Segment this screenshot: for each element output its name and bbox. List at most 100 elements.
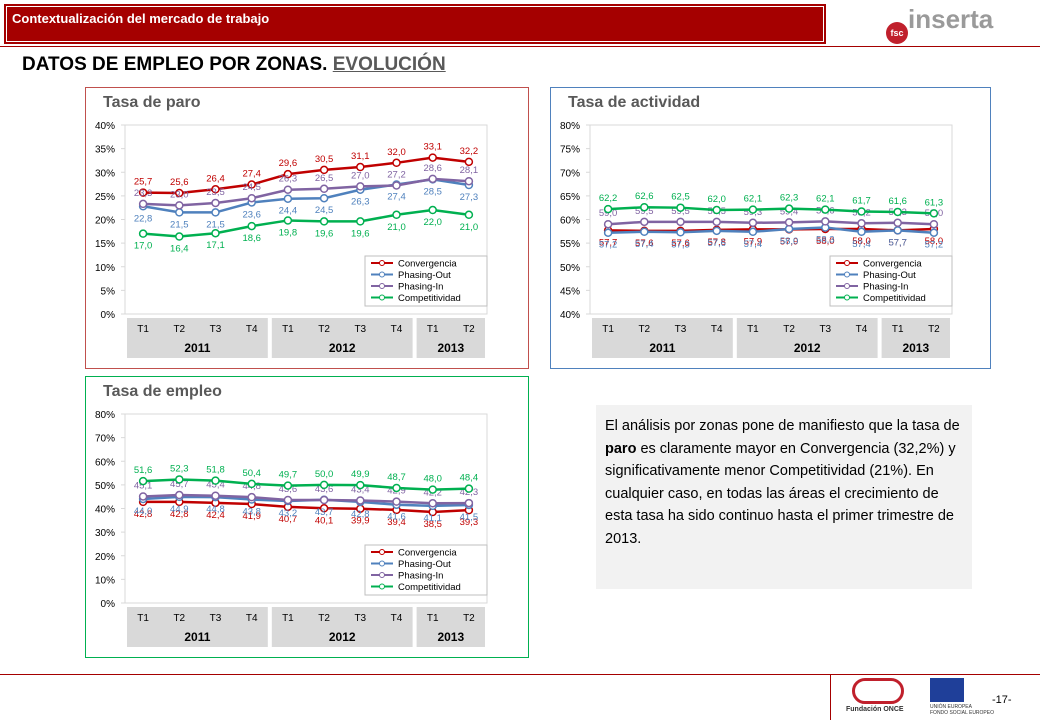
value-label: 38,5 [423,519,442,530]
point [356,480,365,490]
point [857,207,866,216]
point [748,218,758,228]
point [428,485,437,494]
value-label: 50,0 [315,469,334,480]
y-tick-label: 20% [95,552,115,563]
value-label: 32,0 [387,147,406,158]
value-label: 25,6 [170,177,189,188]
group-label: 2013 [902,341,929,355]
value-label: 26,3 [351,197,370,208]
value-label: 33,1 [423,142,442,153]
point [464,176,474,186]
legend-label: Phasing-In [398,282,443,293]
x-tick-label: T2 [463,324,475,335]
y-tick-label: 65% [560,192,580,203]
series-line [143,500,469,514]
point [712,226,721,236]
group-label: 2013 [437,341,464,355]
x-tick-label: T2 [928,324,940,335]
value-label: 57,3 [671,239,690,250]
point [356,217,365,226]
point [247,479,256,489]
page-title: DATOS DE EMPLEO POR ZONAS. EVOLUCIÓN [22,54,446,76]
point [211,476,220,485]
point [821,217,830,226]
value-label: 58,0 [816,236,835,247]
legend-marker [379,294,385,301]
value-label: 27,0 [351,170,370,181]
value-label: 26,5 [315,173,334,184]
point [929,219,939,229]
value-label: 28,1 [460,165,479,176]
point [640,217,649,227]
value-label: 43,6 [315,484,334,495]
series-line [608,205,934,215]
point [392,158,401,168]
value-label: 62,1 [816,194,835,205]
chart-title: Tasa de empleo [103,383,222,400]
point [603,228,613,237]
point [175,208,184,217]
value-label: 28,5 [423,186,442,197]
point [283,216,293,225]
point [138,199,148,209]
point [712,217,721,227]
value-label: 17,1 [206,240,225,251]
legend-label: Competitividad [398,293,461,304]
group-label: 2011 [184,341,210,355]
value-label: 30,5 [315,154,334,165]
legend-label: Convergencia [398,259,457,270]
point [428,174,437,184]
series-line [143,493,469,505]
value-label: 39,4 [387,517,406,528]
legend-label: Phasing-Out [863,270,916,281]
y-tick-label: 20% [95,216,115,227]
point [392,181,401,190]
value-label: 21,0 [460,222,479,233]
point [857,227,866,237]
point [748,205,758,214]
point [748,227,758,237]
legend-marker [379,572,385,578]
point [175,490,184,500]
point [640,227,649,237]
text: es claramente mayor en Convergencia (32,… [605,440,956,547]
y-tick-label: 40% [560,310,580,321]
point [175,475,184,484]
value-label: 52,3 [170,463,189,474]
x-tick-label: T3 [675,324,687,335]
y-tick-label: 15% [95,239,115,250]
value-label: 23,3 [134,188,153,199]
series-line [143,177,469,207]
x-tick-label: T1 [282,613,294,624]
value-label: 42,8 [170,509,189,520]
value-label: 24,4 [279,206,298,217]
value-label: 24,5 [315,205,334,216]
y-tick-label: 75% [560,145,580,156]
value-label: 62,1 [744,194,763,205]
x-tick-label: T4 [246,324,258,335]
x-tick-label: T2 [783,324,795,335]
point [247,492,256,502]
value-label: 48,4 [460,473,479,484]
y-tick-label: 70% [95,434,115,445]
value-label: 57,2 [599,240,618,251]
title-text: DATOS DE EMPLEO POR ZONAS. [22,54,328,75]
logo-eu-flag [930,678,964,702]
group-band [271,607,413,647]
value-label: 44,9 [170,504,189,515]
point [392,210,401,220]
value-label: 29,6 [279,158,298,169]
group-band [881,318,950,358]
value-label: 42,4 [206,510,225,521]
footer-divider [830,674,831,720]
value-label: 40,7 [279,514,298,525]
group-band [127,318,268,358]
y-tick-label: 10% [95,575,115,586]
legend-label: Convergencia [398,548,457,559]
value-label: 39,9 [351,516,370,527]
point [356,162,365,172]
value-label: 31,1 [351,151,370,162]
x-tick-label: T2 [173,324,185,335]
